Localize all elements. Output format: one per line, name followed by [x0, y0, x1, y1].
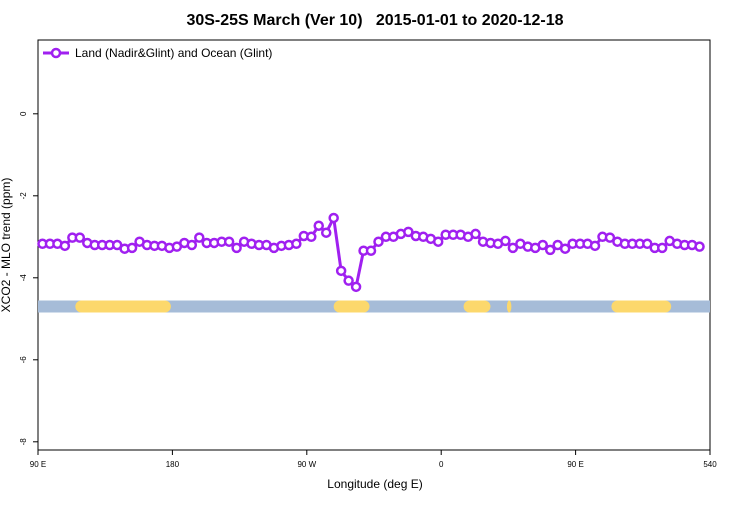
- x-tick-label: 0: [439, 460, 444, 469]
- data-point: [500, 235, 511, 247]
- land-segment: [506, 300, 512, 313]
- legend-label: Land (Nadir&Glint) and Ocean (Glint): [75, 46, 272, 60]
- land-segment: [463, 300, 491, 313]
- data-point: [432, 236, 444, 247]
- land-segment: [611, 300, 672, 313]
- data-point: [320, 227, 332, 238]
- land-segment: [333, 300, 370, 313]
- data-point: [335, 265, 347, 277]
- data-point: [231, 242, 242, 254]
- y-axis-label: XCO2 - MLO trend (ppm): [0, 178, 13, 313]
- y-tick-label: -4: [19, 274, 28, 282]
- x-tick-label: 90 E: [567, 460, 583, 469]
- data-point: [642, 238, 653, 250]
- data-point: [291, 238, 302, 250]
- data-point: [537, 239, 548, 251]
- data-point: [559, 243, 571, 254]
- data-point: [313, 220, 324, 231]
- data-point: [373, 236, 384, 247]
- data-point: [59, 240, 71, 252]
- x-tick-label: 180: [166, 460, 180, 469]
- data-point: [604, 232, 616, 243]
- data-point: [507, 242, 519, 254]
- y-tick-label: 0: [19, 111, 28, 116]
- x-axis-label: Longitude (deg E): [327, 477, 422, 491]
- data-point: [403, 226, 414, 238]
- land-segment: [75, 300, 171, 313]
- data-point: [694, 241, 705, 252]
- data-point: [194, 232, 205, 243]
- data-point: [544, 244, 556, 256]
- data-point: [328, 212, 339, 224]
- data-point: [589, 240, 601, 252]
- y-tick-label: -8: [19, 438, 28, 446]
- data-point: [306, 231, 317, 243]
- legend-marker: [50, 47, 62, 59]
- data-point: [223, 236, 235, 247]
- data-point: [126, 242, 138, 254]
- data-point: [470, 228, 481, 240]
- y-tick-label: -2: [19, 192, 28, 200]
- data-point: [343, 275, 354, 286]
- x-tick-label: 90 E: [30, 460, 46, 469]
- data-point: [656, 242, 668, 254]
- x-tick-label: 540: [703, 460, 717, 469]
- y-tick-label: -6: [19, 356, 28, 364]
- x-tick-label: 90 W: [297, 460, 316, 469]
- data-point: [350, 281, 362, 293]
- chart-title: 30S-25S March (Ver 10) 2015-01-01 to 202…: [186, 12, 563, 29]
- data-point: [74, 232, 86, 243]
- ocean-band: [38, 300, 710, 313]
- data-point: [365, 245, 377, 256]
- data-point: [186, 239, 198, 251]
